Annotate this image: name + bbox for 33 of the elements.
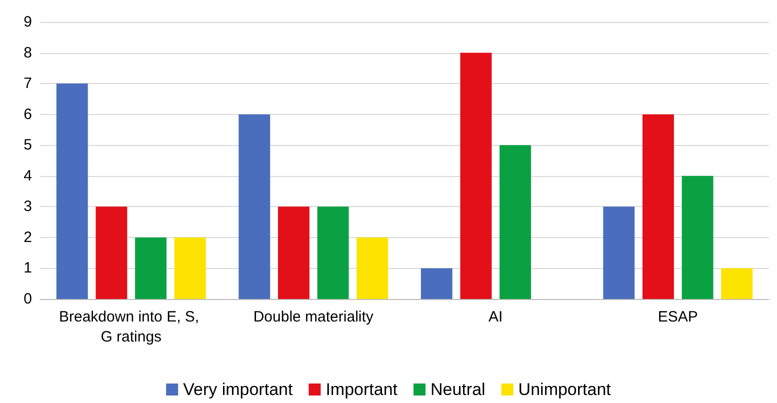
- legend-label: Very important: [183, 380, 293, 399]
- y-tick-label: 9: [24, 14, 32, 30]
- bar: [238, 114, 270, 299]
- bar: [278, 206, 310, 299]
- legend-label: Unimportant: [518, 380, 612, 399]
- y-tick-label: 7: [24, 75, 32, 92]
- legend-label: Important: [326, 380, 398, 399]
- y-tick-label: 3: [24, 198, 32, 216]
- y-tick-label: 5: [24, 136, 32, 154]
- y-tick-label: 0: [24, 290, 32, 308]
- y-tick-label: 8: [24, 44, 32, 62]
- legend-label: Neutral: [430, 380, 486, 399]
- bar: [721, 268, 753, 299]
- bar: [500, 145, 532, 299]
- bar: [603, 206, 635, 299]
- bar: [317, 206, 349, 299]
- y-tick-label: 1: [24, 260, 32, 277]
- bar: [56, 84, 88, 299]
- x-tick-label: ESAP: [658, 308, 698, 326]
- x-tick-label: Double materiality: [253, 308, 374, 326]
- bar: [356, 237, 388, 299]
- x-tick-label: Breakdown into E, S, G ratings: [59, 308, 204, 346]
- y-tick-label: 6: [24, 106, 32, 123]
- bar: [682, 176, 714, 299]
- bar: [460, 52, 492, 299]
- bar: [642, 114, 674, 299]
- y-tick-label: 2: [24, 228, 32, 246]
- bar: [135, 237, 167, 299]
- bar: [96, 206, 128, 299]
- bar: [174, 237, 206, 299]
- y-tick-label: 4: [24, 167, 32, 184]
- bar: [420, 268, 452, 299]
- x-tick-label: AI: [488, 308, 503, 326]
